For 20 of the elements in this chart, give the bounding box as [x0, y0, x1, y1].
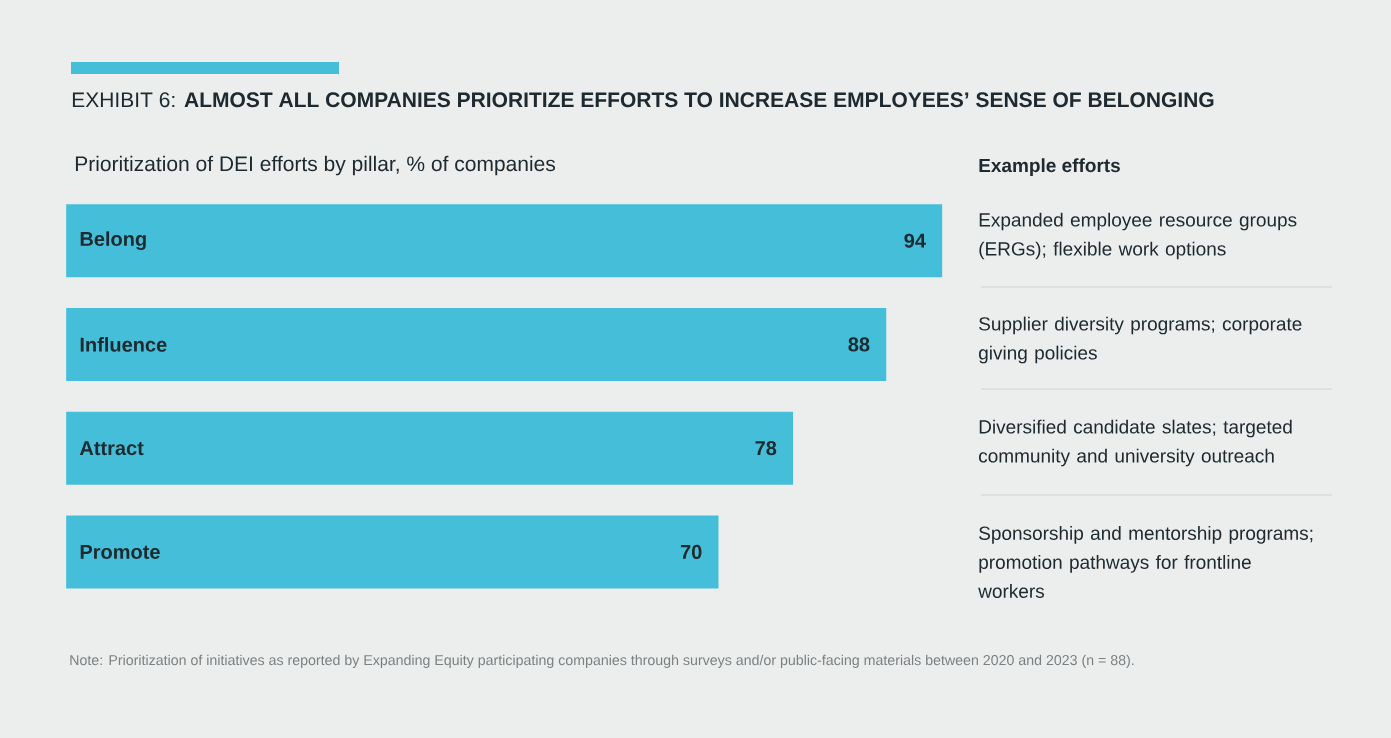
text: Supplier diversity programs; corporate giving policies [979, 316, 1302, 364]
text: Expanded employee resource groups (ERGs); flexible work options [979, 212, 1297, 260]
text: Note: Prioritization of initiatives as reported by Expanding Equity participating companies through surveys and/or public-facing materials between 2020 and 2023 (n = 88). [70, 654, 1134, 668]
y-tick-label: Promote [80, 544, 160, 559]
data-label: 94 [904, 233, 926, 248]
text: Sponsorship and mentorship programs; promotion pathways for frontline workers [978, 526, 1313, 598]
bar [66, 515, 719, 589]
chart-title: EXHIBIT 6: ALMOST ALL COMPANIES PRIORITIZE EFFORTS TO INCREASE EMPLOYEES’ SENSE OF BELONGING [72, 92, 1214, 108]
data-label: 88 [848, 337, 870, 352]
y-tick-label: Influence [80, 337, 167, 352]
text: Diversified candidate slates; targeted community and university outreach [979, 419, 1292, 467]
bar [66, 204, 943, 278]
data-label: 78 [755, 441, 777, 456]
y-tick-label: Attract [79, 441, 144, 456]
bar [66, 411, 794, 485]
y-tick-label: Belong [80, 231, 146, 251]
bar [66, 307, 887, 381]
data-label: 70 [680, 544, 702, 560]
chart-subtitle: Prioritization of DEI efforts by pillar, % of companies [75, 155, 556, 176]
text: Example efforts [979, 158, 1120, 176]
